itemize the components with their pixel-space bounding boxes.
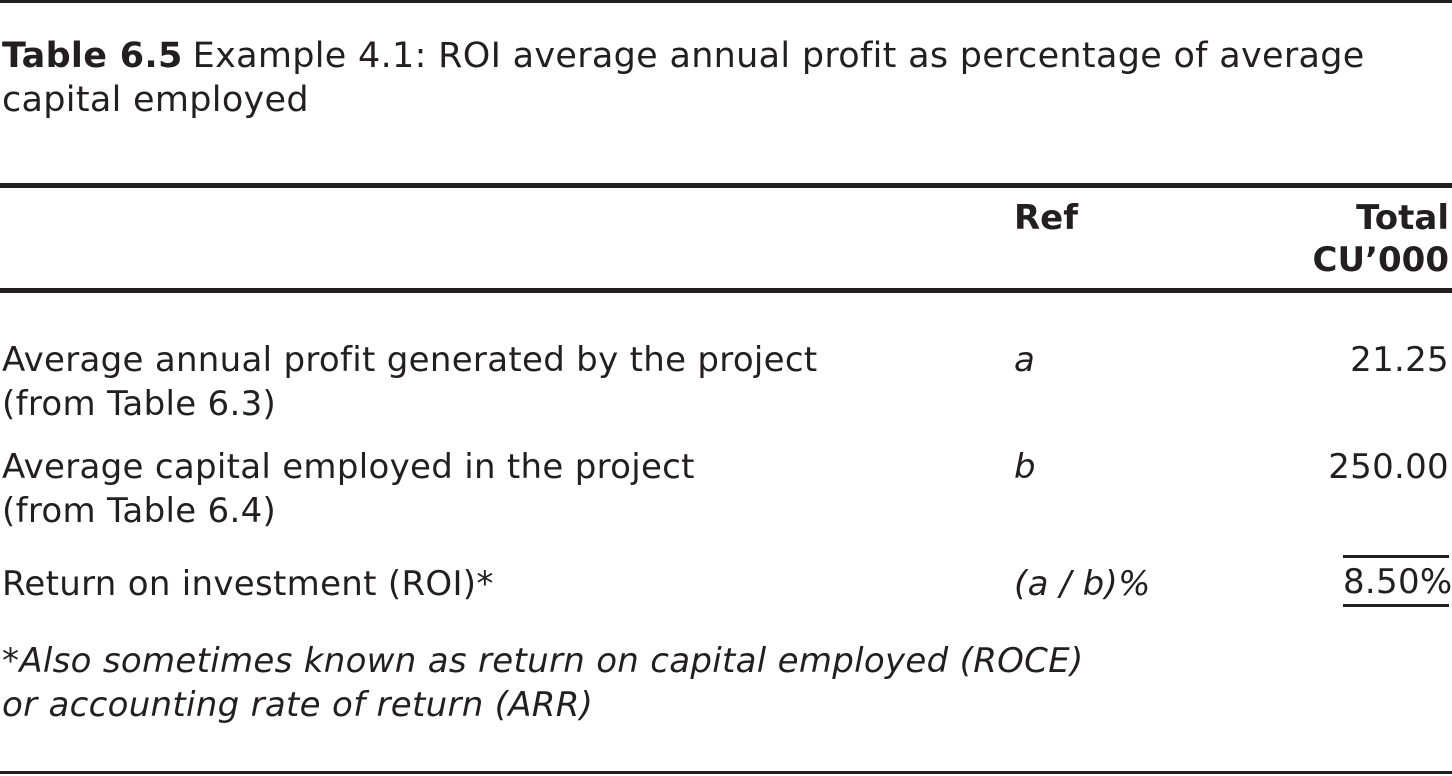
column-header-total: Total CU’000 xyxy=(1249,197,1449,281)
table-row-ref: b xyxy=(1014,447,1036,487)
table-number: Table 6.5 xyxy=(2,36,183,76)
table-row-ref: a xyxy=(1014,340,1036,380)
roi-total-value: 8.50% xyxy=(1343,555,1452,607)
table-row-description: Return on investment (ROI)* xyxy=(2,564,494,604)
footnote-text: Also sometimes known as return on capita… xyxy=(2,641,1084,725)
footnote-asterisk: * xyxy=(2,641,20,681)
header-bottom-rule xyxy=(0,288,1452,293)
table-footnote: *Also sometimes known as return on capit… xyxy=(2,639,1102,727)
top-rule xyxy=(0,0,1452,3)
table-row-value: 21.25 xyxy=(1350,340,1449,380)
table-title: Example 4.1: ROI average annual profit a… xyxy=(2,36,1365,120)
header-top-rule xyxy=(0,183,1452,188)
table-caption: Table 6.5 Example 4.1: ROI average annual… xyxy=(2,34,1442,122)
table-row-description: Average annual profit generated by the p… xyxy=(2,340,818,424)
column-header-total-line2: CU’000 xyxy=(1312,240,1449,280)
table-row-description: Average capital employed in the project … xyxy=(2,447,695,531)
column-header-ref: Ref xyxy=(1014,198,1079,238)
table-row-ref: (a / b)% xyxy=(1014,564,1151,604)
table-row-value: 250.00 xyxy=(1328,447,1449,487)
bottom-rule xyxy=(0,771,1452,774)
column-header-total-line1: Total xyxy=(1356,198,1449,238)
